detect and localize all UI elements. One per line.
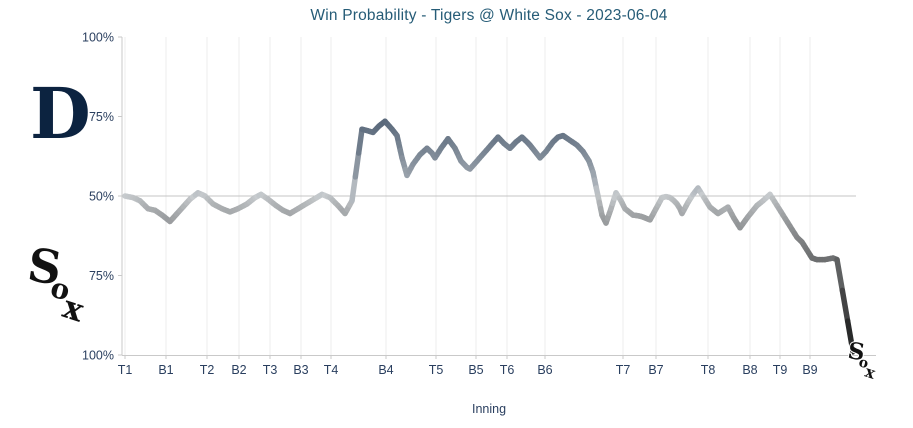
y-tick-label: 100% [82, 31, 114, 45]
y-tick-label: 75% [89, 269, 114, 283]
x-tick-label: B9 [802, 363, 817, 377]
x-tick-label: B4 [378, 363, 393, 377]
x-tick-label: T2 [200, 363, 215, 377]
x-tick-label: T1 [118, 363, 133, 377]
y-tick-label: 50% [89, 190, 114, 204]
sox-end-letter-s: S [846, 338, 866, 366]
chart-title: Win Probability - Tigers @ White Sox - 2… [310, 7, 668, 24]
x-tick-label: B5 [468, 363, 483, 377]
x-tick-label: T6 [500, 363, 515, 377]
white-sox-end-logo-icon: S o x [845, 336, 879, 384]
x-tick-label: B3 [293, 363, 308, 377]
x-tick-label: T3 [263, 363, 278, 377]
win-probability-line-segment[interactable] [349, 174, 359, 204]
y-tick-label: 75% [89, 110, 114, 124]
win-probability-line-segment[interactable] [352, 150, 362, 180]
white-sox-end-logo: S o x [845, 336, 879, 385]
x-tick-label: B6 [537, 363, 552, 377]
y-tick-label: 100% [82, 349, 114, 363]
win-probability-line-segment[interactable] [839, 287, 851, 324]
white-sox-logo: S o x [22, 236, 91, 331]
x-tick-label: B8 [742, 363, 757, 377]
win-probability-line[interactable] [122, 118, 856, 355]
x-tick-label: T7 [616, 363, 631, 377]
x-tick-label: T9 [773, 363, 788, 377]
sox-letter-s: S [24, 240, 64, 296]
win-probability-line-segment[interactable] [355, 126, 365, 156]
x-tick-label: B1 [158, 363, 173, 377]
x-tick-label: B2 [231, 363, 246, 377]
x-tick-label: T5 [429, 363, 444, 377]
win-probability-line-segment[interactable] [834, 256, 846, 294]
x-tick-label: T4 [324, 363, 339, 377]
tigers-logo: D [20, 70, 96, 161]
x-tick-label: T8 [701, 363, 716, 377]
win-probability-line-segment[interactable] [844, 318, 856, 355]
x-tick-label: B7 [648, 363, 663, 377]
tigers-logo-d-icon: D [30, 72, 91, 155]
tigers-logo-letter: D [30, 72, 91, 155]
x-axis-title: Inning [471, 402, 507, 416]
